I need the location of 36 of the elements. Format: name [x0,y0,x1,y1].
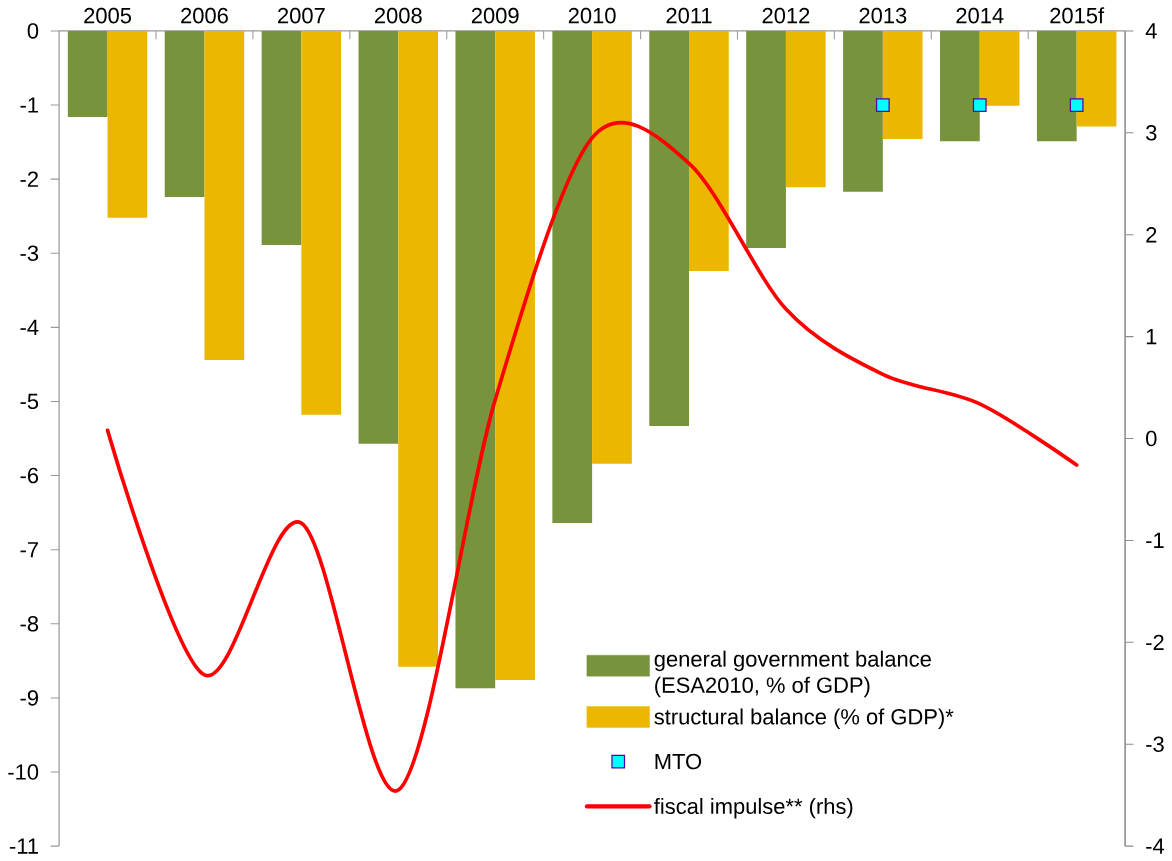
x-tick-label: 2010 [568,7,616,24]
y-tick-label: -11 [9,838,38,854]
legend-label: general government balance (ESA2010, % of GDP) [654,650,931,698]
x-tick-label: 2013 [859,7,907,24]
y2-tick-label: 2 [1146,227,1157,243]
x-tick-label: 2008 [374,7,422,24]
y-tick-label: -2 [20,171,38,187]
x-tick-label: 2015f [1050,7,1105,24]
legend-label: fiscal impulse** (rhs) [654,797,853,819]
y-tick-label: -3 [20,245,39,262]
y-tick-label: 0 [27,23,39,39]
y-tick-label: -1 [20,97,38,113]
y2-tick-label: -4 [1146,838,1165,854]
y2-tick-label: -3 [1146,736,1164,752]
y-tick-label: -7 [20,542,38,558]
x-tick-label: 2012 [762,7,810,24]
legend-label: MTO [655,753,702,770]
y2-tick-label: 4 [1145,23,1157,39]
y2-tick-label: 3 [1146,125,1157,141]
x-tick-label: 2009 [471,7,519,24]
x-tick-label: 2007 [278,7,325,24]
y-tick-label: -4 [20,319,39,335]
y2-tick-label: 1 [1146,329,1157,345]
x-tick-label: 2014 [956,7,1004,24]
x-tick-label: 2006 [181,7,228,24]
y2-tick-label: -2 [1146,634,1164,650]
y2-tick-label: 0 [1146,430,1157,447]
y-tick-label: -9 [20,690,38,706]
legend-label: structural balance (% of GDP)* [654,708,954,729]
y2-tick-label: -1 [1146,532,1164,548]
y-tick-label: -10 [8,764,39,780]
y-tick-label: -5 [20,393,39,410]
y-tick-label: -6 [20,467,39,484]
x-tick-label: 2011 [666,7,712,24]
x-tick-label: 2005 [84,7,132,24]
y-tick-label: -8 [20,616,39,632]
